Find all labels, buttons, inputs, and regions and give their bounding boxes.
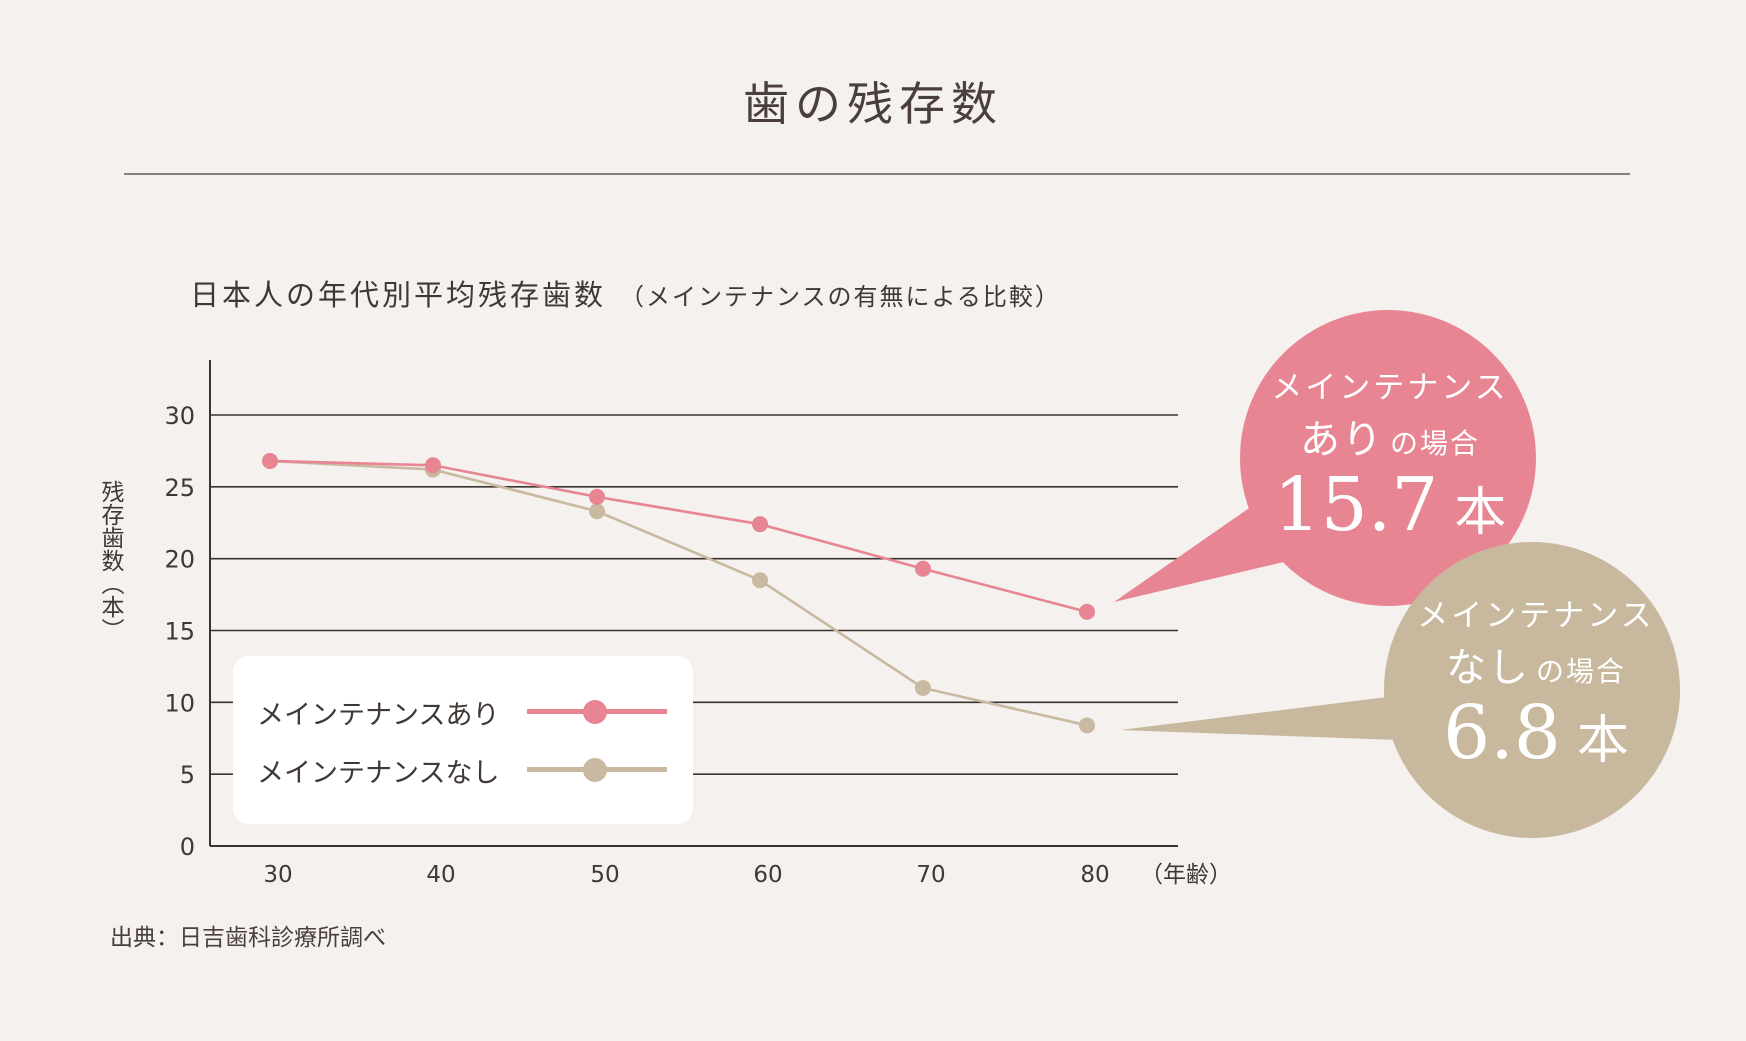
x-tick-label: 40 — [426, 862, 455, 888]
page-title: 歯の残存数 — [743, 77, 1003, 131]
y-tick-label: 20 — [164, 546, 195, 574]
data-point — [1079, 603, 1095, 620]
callout-without-maintenance: メインテナンス なし の場合 6.8 本 — [1408, 590, 1664, 774]
legend-label: メインテナンスあり — [257, 699, 500, 731]
series-line — [269, 459, 1088, 727]
y-tick-label: 5 — [180, 761, 195, 789]
callout-with-maintenance: メインテナンス あり の場合 15.7 本 — [1262, 362, 1518, 546]
data-point — [1079, 717, 1095, 734]
chart-subtitle-main: 日本人の年代別平均残存歯数 — [190, 278, 607, 312]
callout-condition: あり の場合 — [1262, 407, 1518, 465]
y-tick-label: 10 — [164, 689, 195, 717]
series-line — [269, 459, 1088, 614]
callout-condition: なし の場合 — [1408, 635, 1664, 693]
data-point — [915, 679, 931, 696]
y-axis-label: 残存歯数（本） — [97, 480, 125, 641]
data-point — [425, 457, 441, 474]
x-tick-label: 30 — [263, 862, 292, 888]
callout-unit: 本 — [1454, 483, 1507, 543]
callout-bubble-with — [1240, 310, 1536, 606]
x-tick-label: 50 — [590, 862, 619, 888]
callout-condition-big: あり — [1299, 417, 1384, 463]
legend-marker — [583, 700, 607, 724]
x-tick-label: 80 — [1080, 862, 1109, 888]
x-tick-label: 70 — [916, 862, 945, 888]
callout-condition-small: の場合 — [1535, 655, 1626, 688]
callout-unit: 本 — [1576, 711, 1629, 771]
callout-number: 15.7 — [1273, 462, 1439, 548]
legend-item-with: メインテナンスあり — [257, 692, 667, 732]
legend-swatch — [527, 692, 667, 732]
callout-condition-big: なし — [1445, 645, 1530, 691]
chart-subtitle-note: （メインテナンスの有無による比較） — [620, 283, 1061, 311]
legend-swatch — [527, 750, 667, 790]
legend-item-without: メインテナンスなし — [257, 750, 667, 790]
chart-legend: メインテナンスあり メインテナンスなし — [233, 656, 693, 824]
legend-label: メインテナンスなし — [257, 757, 500, 789]
callout-condition-small: の場合 — [1389, 427, 1480, 460]
data-point — [752, 572, 768, 589]
callout-label: メインテナンス — [1417, 598, 1655, 634]
callout-value: 6.8 本 — [1408, 690, 1664, 776]
x-axis-label: （年齢） — [1140, 862, 1232, 888]
y-tick-label: 30 — [164, 402, 195, 430]
title-divider — [124, 173, 1630, 175]
data-point — [752, 516, 768, 533]
callout-label: メインテナンス — [1271, 370, 1509, 406]
y-tick-label: 15 — [164, 618, 195, 646]
chart-subtitle: 日本人の年代別平均残存歯数 （メインテナンスの有無による比較） — [190, 272, 1061, 314]
callout-number: 6.8 — [1443, 690, 1561, 776]
callout-pointer-with — [1114, 504, 1292, 602]
data-point — [589, 503, 605, 520]
callout-value: 15.7 本 — [1262, 462, 1518, 548]
callout-bubble-without — [1384, 542, 1680, 838]
data-point — [589, 488, 605, 505]
x-tick-label: 60 — [753, 862, 782, 888]
y-tick-label: 25 — [164, 474, 195, 502]
y-tick-label: 0 — [180, 833, 195, 861]
data-point — [915, 560, 931, 577]
callout-pointer-without — [1120, 696, 1398, 740]
source-note: 出典：日吉歯科診療所調べ — [110, 925, 386, 951]
data-point — [262, 452, 278, 469]
legend-marker — [583, 758, 607, 782]
